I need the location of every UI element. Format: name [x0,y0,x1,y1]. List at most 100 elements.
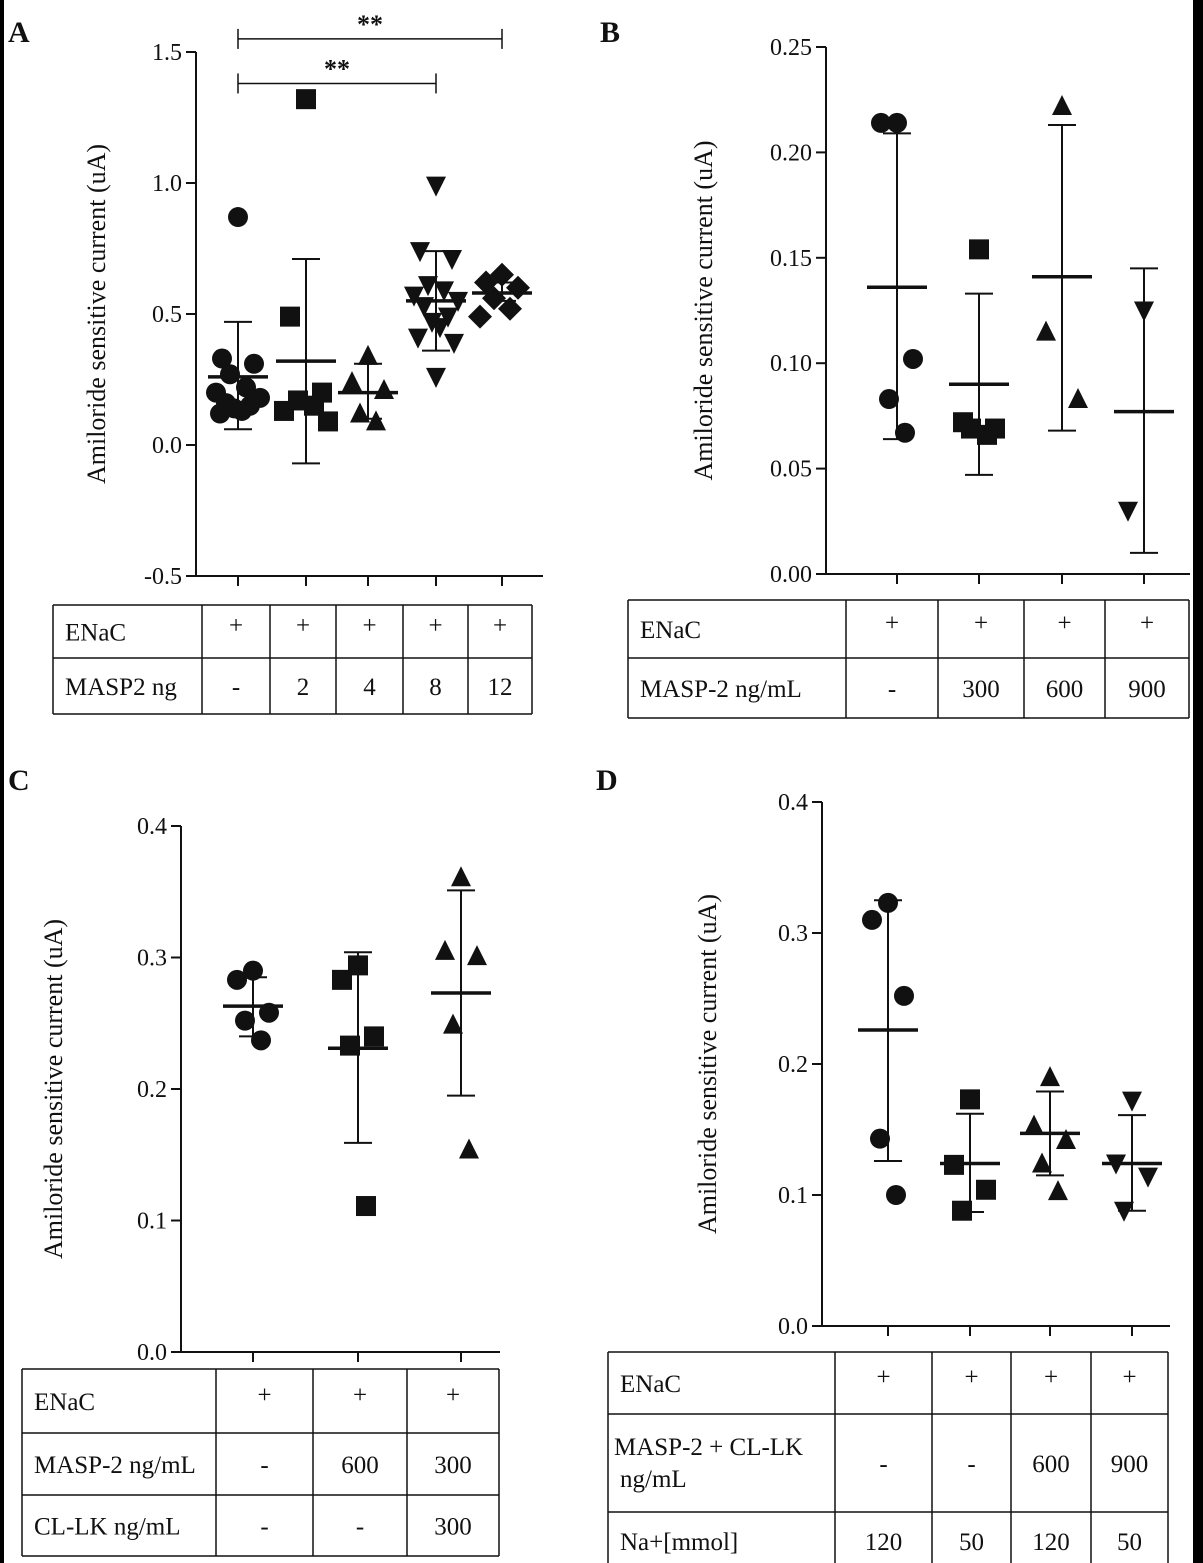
data-point [1048,1180,1068,1201]
data-point [251,1030,271,1051]
table-cell: + [296,613,310,640]
table-row-label: CL-LK ng/mL [34,1514,181,1541]
y-axis-title: Amiloride sensitive current (uA) [39,919,68,1259]
table-cell: 8 [429,674,442,701]
data-point [232,400,252,421]
y-tick-label: 0.5 [152,302,182,328]
data-point [442,249,462,270]
y-tick-label: 1.5 [152,40,182,66]
condition-table: ENaC + + + + MASP-2 ng/mL - 300 600 900 [627,599,1190,719]
table-cell: 900 [1111,1451,1149,1478]
data-point [887,112,907,133]
table-cell: + [1044,1364,1058,1391]
table-cell: 300 [434,1514,472,1541]
table-cell: - [232,674,240,701]
table-cell: - [356,1514,364,1541]
data-point [332,969,352,990]
y-axis-title: Amiloride sensitive current (uA) [693,894,722,1234]
table-cell: + [1140,610,1154,637]
table-cell: 120 [1032,1529,1070,1556]
table-cell: 600 [1046,676,1084,703]
data-point [1024,1114,1044,1135]
table-cell: - [967,1451,975,1478]
data-point [895,422,915,443]
data-point [1040,1066,1060,1087]
data-point [871,112,891,133]
panel-a: A -0.5 0.0 0.5 1.0 1.5 Amiloride sensitive cur… [8,10,543,715]
data-point [430,318,450,339]
data-point [434,281,454,302]
data-point [410,242,430,263]
group-1 [206,207,270,431]
table-row-label: MASP-2 ng/mL [34,1452,196,1479]
data-point [443,1013,463,1034]
data-point [1036,320,1056,341]
group-1 [223,960,283,1051]
group-2 [940,1089,1000,1221]
data-point [506,275,530,300]
data-point [304,395,324,416]
panel-c: C 0.0 0.1 0.2 0.3 0.4 Amiloride sensitive curr… [8,764,500,1557]
right-border [1193,0,1203,1563]
table-cell: 300 [962,676,1000,703]
data-point [1118,501,1138,522]
y-tick-label: 0.0 [137,1340,167,1366]
panel-letter: A [8,16,30,49]
table-cell: 4 [363,674,376,701]
data-point [296,89,316,110]
data-point [422,312,442,333]
data-point [1032,1152,1052,1173]
data-point [960,1089,980,1110]
data-point [404,286,424,307]
y-tick-label: 0.0 [778,1314,808,1340]
y-tick-label: 0.10 [770,351,812,377]
data-point [977,424,997,445]
table-cell: + [257,1382,271,1409]
data-point [342,371,362,392]
data-point [886,1185,906,1205]
data-point [976,1179,996,1200]
panel-letter: B [600,16,620,49]
data-point [438,307,458,328]
data-point [348,955,368,976]
data-point [374,378,394,399]
group-5 [468,262,532,329]
y-tick-label: 0.1 [137,1209,167,1235]
table-cell: + [362,613,376,640]
table-row-label: MASP-2 ng/mL [640,676,802,703]
group-3 [338,344,398,431]
y-tick-label: 0.15 [770,246,812,272]
table-cell: + [428,613,442,640]
y-axis-title: Amiloride sensitive current (uA) [82,144,111,484]
data-point [227,969,247,990]
data-point [318,411,338,432]
data-point [459,1138,479,1159]
data-point [879,389,899,410]
group-2 [949,239,1009,476]
data-point [1068,388,1088,409]
y-tick-label: 0.25 [770,35,812,61]
data-point [1114,1201,1134,1222]
data-point [894,985,914,1006]
y-tick-label: 0.2 [137,1077,167,1103]
table-cell: 120 [865,1529,903,1556]
table-cell: 50 [959,1529,984,1556]
data-point [451,866,471,887]
panel-b: B 0.00 0.05 0.10 0.15 0.20 0.25 Amiloride sensi… [600,16,1190,719]
y-tick-label: 0.00 [770,562,812,588]
group-1 [858,892,918,1205]
data-point [903,348,923,369]
y-tick-label: 1.0 [152,171,182,197]
significance-label: ** [357,10,383,39]
data-point [235,1010,255,1031]
data-point [236,377,256,398]
significance-bracket: ** [237,54,437,94]
table-cell: + [446,1382,460,1409]
table-cell: + [885,610,899,637]
group-3 [1020,1066,1080,1201]
data-point [212,348,232,369]
data-point [426,176,446,197]
y-tick-label: 0.20 [770,140,812,166]
